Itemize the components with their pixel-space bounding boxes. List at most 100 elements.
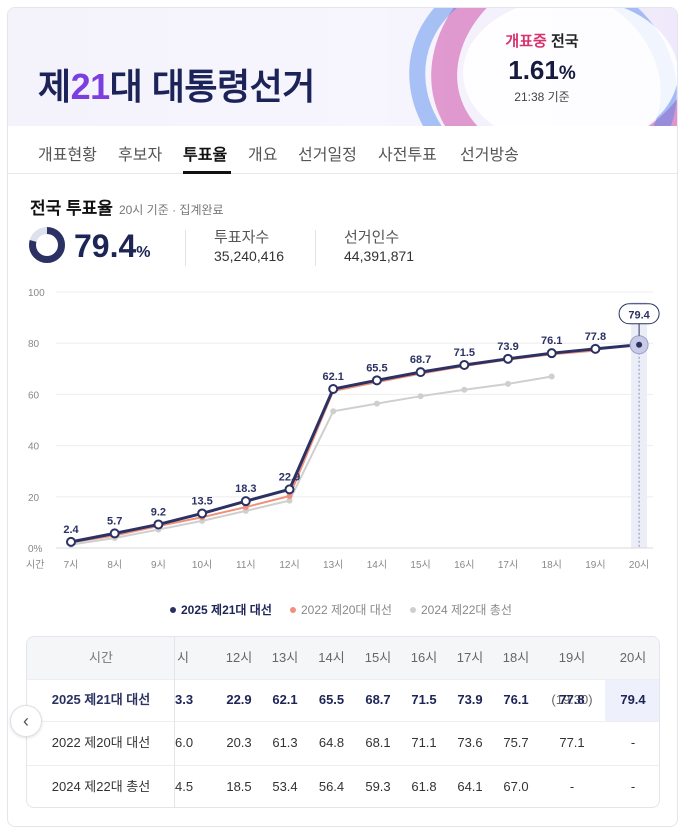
table-cell: 61.3 xyxy=(272,735,298,750)
election-banner: 제21대 대통령선거 개표중 전국 1.61% 21:38 기준 xyxy=(8,8,677,126)
x-tick-label: 16시 xyxy=(454,559,474,571)
y-tick-label: 80 xyxy=(28,339,40,350)
data-point xyxy=(459,359,470,370)
series-line-0 xyxy=(70,343,640,544)
column-header: 17시 xyxy=(456,650,484,665)
data-point xyxy=(284,484,295,495)
turnout-table: 시간 시 12시 13시 14시 15시 16시 17시 18시 19시(19:30) 20시 202… xyxy=(26,636,660,808)
table-header xyxy=(27,637,659,679)
x-tick-label: 13시 xyxy=(323,559,343,571)
row-divider xyxy=(27,679,659,680)
data-point xyxy=(505,380,511,387)
table-cell: - xyxy=(630,779,636,794)
table-cell: 20.3 xyxy=(226,735,252,750)
y-tick-label: 100 xyxy=(28,288,45,299)
electorate-label: 선거인수 xyxy=(344,229,400,246)
table-header-label: 시간 xyxy=(89,650,113,665)
table-cell: 77.1 xyxy=(559,735,585,750)
column-header: 14시 xyxy=(318,650,345,665)
table-cell: 53.4 xyxy=(272,779,298,794)
turnout-card: 제21대 대통령선거 개표중 전국 1.61% 21:38 기준 개표현황 후보자… xyxy=(7,7,678,827)
data-label: 76.1 xyxy=(541,335,562,347)
column-header: 시 xyxy=(177,650,189,665)
column-header: 19시(19:30) xyxy=(551,650,593,707)
table-cell: 61.8 xyxy=(411,779,437,794)
row-divider xyxy=(27,721,659,722)
divider xyxy=(185,230,186,266)
table-cell: 71.1 xyxy=(411,735,437,750)
counting-badge: 개표중 xyxy=(505,33,547,50)
data-point xyxy=(503,353,513,364)
data-label: 68.7 xyxy=(410,354,431,366)
x-tick-label: 15시 xyxy=(410,559,430,571)
turnout-donut xyxy=(29,227,65,263)
tab-6[interactable]: 선거방송 xyxy=(460,147,519,164)
table-cell: 62.1 xyxy=(272,692,298,707)
data-label: 71.5 xyxy=(454,347,475,359)
x-tick-label: 14시 xyxy=(367,559,387,571)
data-label: 9.2 xyxy=(151,506,166,518)
x-tick-label: 8시 xyxy=(107,559,122,571)
data-point xyxy=(197,508,208,519)
live-timestamp: 21:38 기준 xyxy=(514,90,570,104)
column-header: 15시 xyxy=(364,650,392,665)
data-point xyxy=(328,384,339,395)
data-point xyxy=(66,536,76,547)
callout-box xyxy=(618,303,660,325)
table-cell: 77.8 xyxy=(559,692,585,707)
divider xyxy=(315,230,316,266)
data-label: 77.8 xyxy=(585,331,606,343)
live-scope: 전국 xyxy=(550,33,579,50)
tab-5[interactable]: 사전투표 xyxy=(378,147,437,164)
x-tick-label: 11시 xyxy=(236,559,256,571)
legend-item-2025: 2025 제21대 대선 xyxy=(170,601,272,618)
table-cell: 4.5 xyxy=(175,779,194,794)
tab-3[interactable]: 개요 xyxy=(248,147,278,164)
x-tick-label: 7시 xyxy=(64,559,79,571)
row-label: 2022 제20대 대선 xyxy=(51,735,151,750)
y-tick-label: 0% xyxy=(28,544,43,555)
data-point xyxy=(373,400,380,407)
data-point xyxy=(590,343,601,354)
data-point xyxy=(546,348,557,359)
voters-value: 35,240,416 xyxy=(214,248,285,264)
x-tick-label: 19시 xyxy=(585,559,605,571)
voters-label: 투표자수 xyxy=(214,229,270,246)
section-subtitle: 20시 기준 · 집계완료 xyxy=(118,203,224,217)
x-tick-label: 17시 xyxy=(498,559,518,571)
data-label: 62.1 xyxy=(322,371,343,383)
y-tick-label: 40 xyxy=(28,442,40,453)
tab-1[interactable]: 후보자 xyxy=(118,147,163,164)
data-point xyxy=(371,375,382,386)
column-header: 18시 xyxy=(502,650,530,665)
x-tick-label: 9시 xyxy=(151,559,166,571)
column-header: 16시 xyxy=(410,650,438,665)
scroll-left-button[interactable]: ‹ xyxy=(10,705,42,737)
tab-0[interactable]: 개표현황 xyxy=(38,147,97,164)
legend-item-2024: 2024 제22대 총선 xyxy=(410,601,512,618)
column-header: 12시 xyxy=(225,650,253,665)
row-label: 2025 제21대 대선 xyxy=(51,692,151,707)
table-cell: 79.4 xyxy=(620,692,646,707)
data-point xyxy=(109,528,120,539)
chevron-left-icon: ‹ xyxy=(23,710,29,731)
table-cell: 64.1 xyxy=(457,779,483,794)
table-cell: 76.1 xyxy=(503,692,529,707)
fixed-column-border xyxy=(27,637,175,807)
data-label: 13.5 xyxy=(191,495,212,507)
data-point xyxy=(415,367,426,378)
data-label: 18.3 xyxy=(235,483,256,495)
x-tick-label: 18시 xyxy=(542,559,562,571)
active-tab-indicator xyxy=(183,171,231,174)
current-value-highlight xyxy=(605,679,659,721)
tab-2[interactable]: 투표율 xyxy=(183,147,228,164)
tab-4[interactable]: 선거일정 xyxy=(298,147,357,164)
x-tick-label: 10시 xyxy=(192,559,212,571)
data-label: 73.9 xyxy=(497,341,518,353)
y-tick-label: 20 xyxy=(28,493,40,504)
row-label: 2024 제22대 총선 xyxy=(51,779,151,794)
table-cell: 68.7 xyxy=(365,692,391,707)
data-point xyxy=(417,393,424,400)
table-cell: - xyxy=(569,779,575,794)
row-divider xyxy=(27,765,659,766)
